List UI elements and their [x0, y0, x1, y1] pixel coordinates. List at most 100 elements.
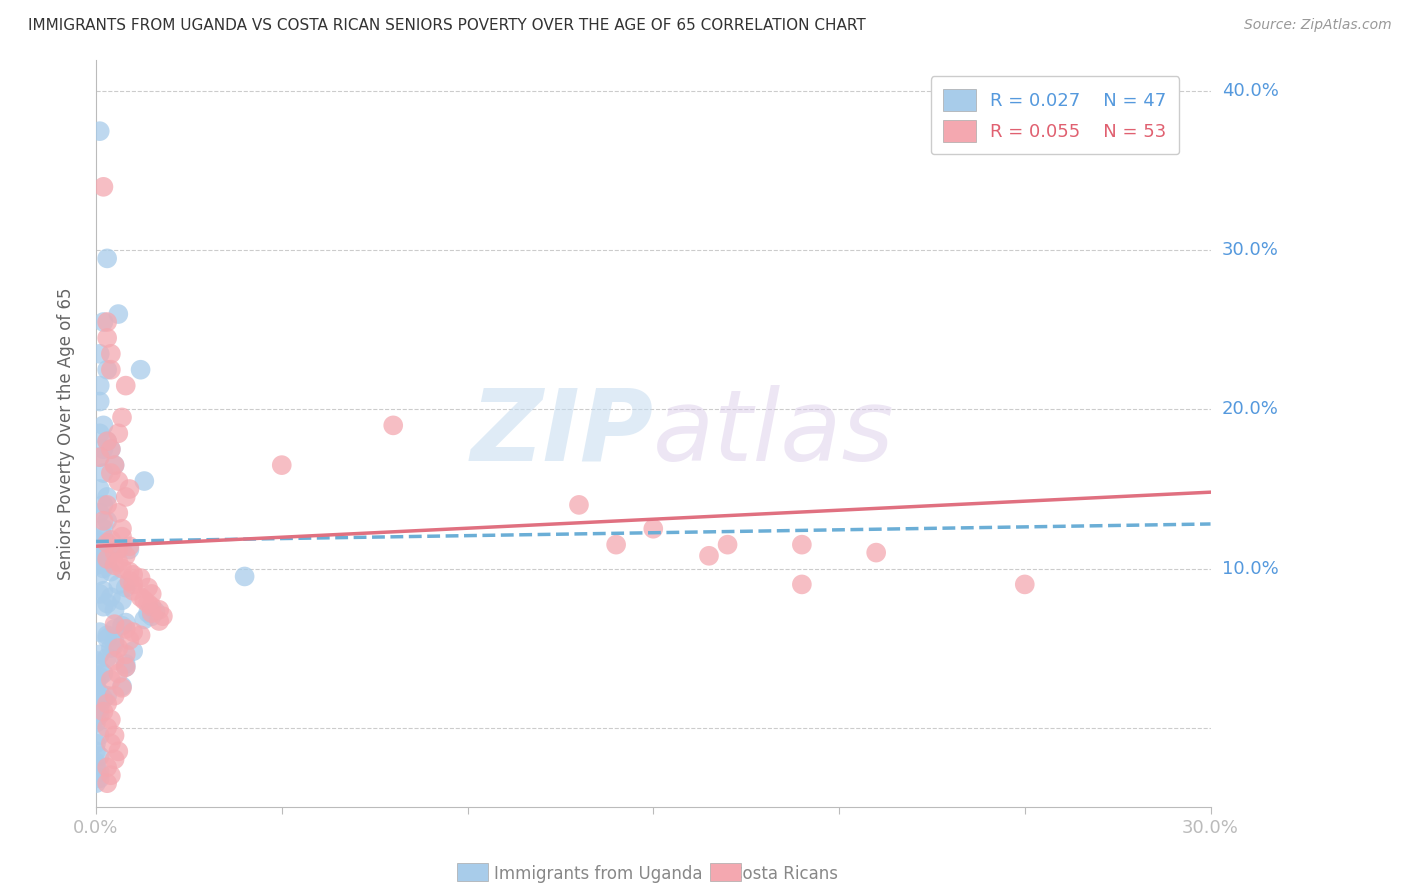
Point: [118, 482, 141, 496]
Point: [84, 744, 107, 758]
Point: [100, 466, 122, 480]
Point: [114, 660, 136, 674]
Point: [111, 561, 134, 575]
Point: [136, 581, 159, 595]
Point: [89, 772, 111, 786]
Point: [790, 538, 813, 552]
Point: [114, 549, 136, 563]
Point: [84, 533, 107, 547]
Point: [84, 736, 107, 750]
Point: [103, 603, 125, 617]
Text: Source: ZipAtlas.com: Source: ZipAtlas.com: [1244, 18, 1392, 32]
Point: [84, 682, 107, 697]
Point: [89, 648, 111, 662]
Point: [96, 315, 118, 329]
Point: [111, 619, 134, 633]
Point: [233, 569, 256, 583]
Point: [96, 490, 118, 504]
Point: [89, 378, 111, 392]
Point: [84, 654, 107, 668]
Point: [93, 179, 115, 194]
Point: [129, 590, 152, 604]
Text: 40.0%: 40.0%: [1222, 82, 1278, 101]
Point: [141, 599, 163, 614]
Point: [93, 498, 115, 512]
Point: [84, 715, 107, 730]
Point: [89, 587, 111, 601]
Point: [89, 426, 111, 441]
Point: [100, 533, 122, 547]
Point: [122, 644, 145, 658]
Point: [96, 552, 118, 566]
Point: [93, 561, 115, 575]
Point: [100, 640, 122, 655]
Point: [865, 546, 887, 560]
Text: ZIP: ZIP: [470, 384, 654, 482]
Point: [118, 539, 141, 553]
Point: [122, 625, 145, 640]
Point: [100, 673, 122, 687]
Point: [89, 567, 111, 582]
Point: [643, 522, 665, 536]
Point: [111, 681, 134, 695]
Point: [96, 434, 118, 449]
Point: [122, 567, 145, 582]
Y-axis label: Seniors Poverty Over the Age of 65: Seniors Poverty Over the Age of 65: [58, 287, 75, 580]
Point: [100, 713, 122, 727]
Point: [96, 536, 118, 550]
Point: [111, 522, 134, 536]
Point: [93, 522, 115, 536]
Point: [568, 498, 591, 512]
Point: [148, 603, 170, 617]
Point: [96, 628, 118, 642]
Point: [141, 587, 163, 601]
Point: [122, 583, 145, 598]
Point: [107, 555, 129, 569]
Point: [129, 628, 152, 642]
Point: [96, 434, 118, 449]
Point: [382, 418, 405, 433]
Point: [100, 590, 122, 604]
Point: [111, 593, 134, 607]
Point: [93, 315, 115, 329]
Point: [89, 450, 111, 465]
Point: [96, 252, 118, 266]
Point: [103, 546, 125, 560]
Point: [89, 749, 111, 764]
Text: Costa Ricans: Costa Ricans: [731, 865, 838, 883]
Point: [136, 597, 159, 611]
Point: [107, 640, 129, 655]
Point: [84, 711, 107, 725]
Point: [107, 474, 129, 488]
Point: [84, 756, 107, 770]
Point: [89, 625, 111, 640]
Text: 30.0%: 30.0%: [1222, 242, 1278, 260]
Point: [93, 442, 115, 457]
Point: [114, 581, 136, 595]
Point: [103, 558, 125, 573]
Point: [100, 362, 122, 376]
Point: [96, 514, 118, 528]
Point: [107, 307, 129, 321]
Point: [93, 705, 115, 719]
Point: [96, 555, 118, 569]
Point: [100, 347, 122, 361]
Point: [114, 622, 136, 636]
Point: [93, 514, 115, 528]
Point: [84, 760, 107, 774]
Point: [96, 760, 118, 774]
Point: [145, 604, 167, 618]
Point: [96, 650, 118, 665]
Text: Immigrants from Uganda: Immigrants from Uganda: [495, 865, 703, 883]
Point: [103, 634, 125, 648]
Point: [152, 609, 174, 624]
Point: [89, 450, 111, 465]
Point: [134, 474, 156, 488]
Point: [89, 394, 111, 409]
Point: [89, 482, 111, 496]
Point: [118, 574, 141, 589]
Legend: R = 0.027    N = 47, R = 0.055    N = 53: R = 0.027 N = 47, R = 0.055 N = 53: [931, 76, 1180, 154]
Point: [134, 612, 156, 626]
Point: [100, 544, 122, 558]
Text: atlas: atlas: [654, 384, 894, 482]
